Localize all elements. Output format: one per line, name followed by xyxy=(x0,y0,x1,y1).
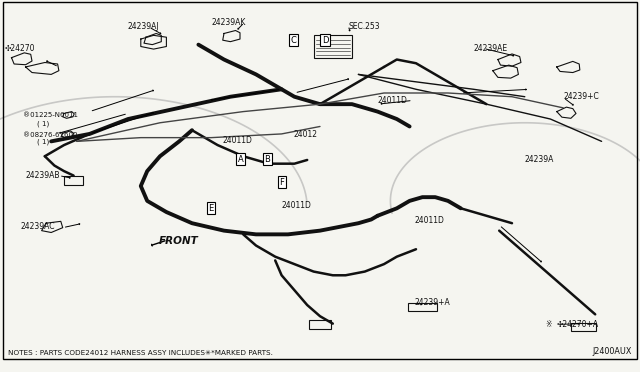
Bar xyxy=(309,320,332,329)
Text: ®08276-61600: ®08276-61600 xyxy=(23,132,77,138)
Text: B: B xyxy=(264,155,271,164)
Text: J2400AUX: J2400AUX xyxy=(593,347,632,356)
Text: 24239AE: 24239AE xyxy=(474,44,508,53)
Bar xyxy=(314,35,352,58)
Text: ( 1): ( 1) xyxy=(37,120,49,127)
Text: 24011D: 24011D xyxy=(415,216,445,225)
Text: SEC.253: SEC.253 xyxy=(349,22,380,31)
Text: 24012: 24012 xyxy=(293,130,317,139)
Text: E: E xyxy=(209,204,214,213)
Text: 24239AB: 24239AB xyxy=(26,171,60,180)
Text: 24239AJ: 24239AJ xyxy=(128,22,159,31)
Bar xyxy=(571,323,596,331)
Bar xyxy=(408,303,437,311)
Text: 24239AK: 24239AK xyxy=(211,18,246,27)
Text: D: D xyxy=(322,36,328,45)
Text: 24011D: 24011D xyxy=(282,201,312,210)
Text: C: C xyxy=(290,36,296,45)
Text: 24239+A: 24239+A xyxy=(415,298,451,307)
Text: ※: ※ xyxy=(545,320,552,329)
Text: 24239AC: 24239AC xyxy=(20,222,55,231)
Text: ✣24270: ✣24270 xyxy=(5,44,36,53)
Text: 24239A: 24239A xyxy=(525,155,554,164)
Bar xyxy=(64,176,83,185)
Text: F: F xyxy=(279,178,284,187)
Text: 24239+C: 24239+C xyxy=(563,92,599,101)
Text: 24011D: 24011D xyxy=(223,136,253,145)
Text: NOTES : PARTS CODE24012 HARNESS ASSY INCLUDES✳*MARKED PARTS.: NOTES : PARTS CODE24012 HARNESS ASSY INC… xyxy=(8,350,273,356)
Text: ®01225-N6011: ®01225-N6011 xyxy=(23,112,78,118)
Text: 24011D: 24011D xyxy=(378,96,408,105)
Text: A: A xyxy=(238,155,243,164)
Text: FRONT: FRONT xyxy=(159,236,198,246)
Text: ✣24270+A: ✣24270+A xyxy=(557,320,599,329)
Text: ( 1): ( 1) xyxy=(37,139,49,145)
